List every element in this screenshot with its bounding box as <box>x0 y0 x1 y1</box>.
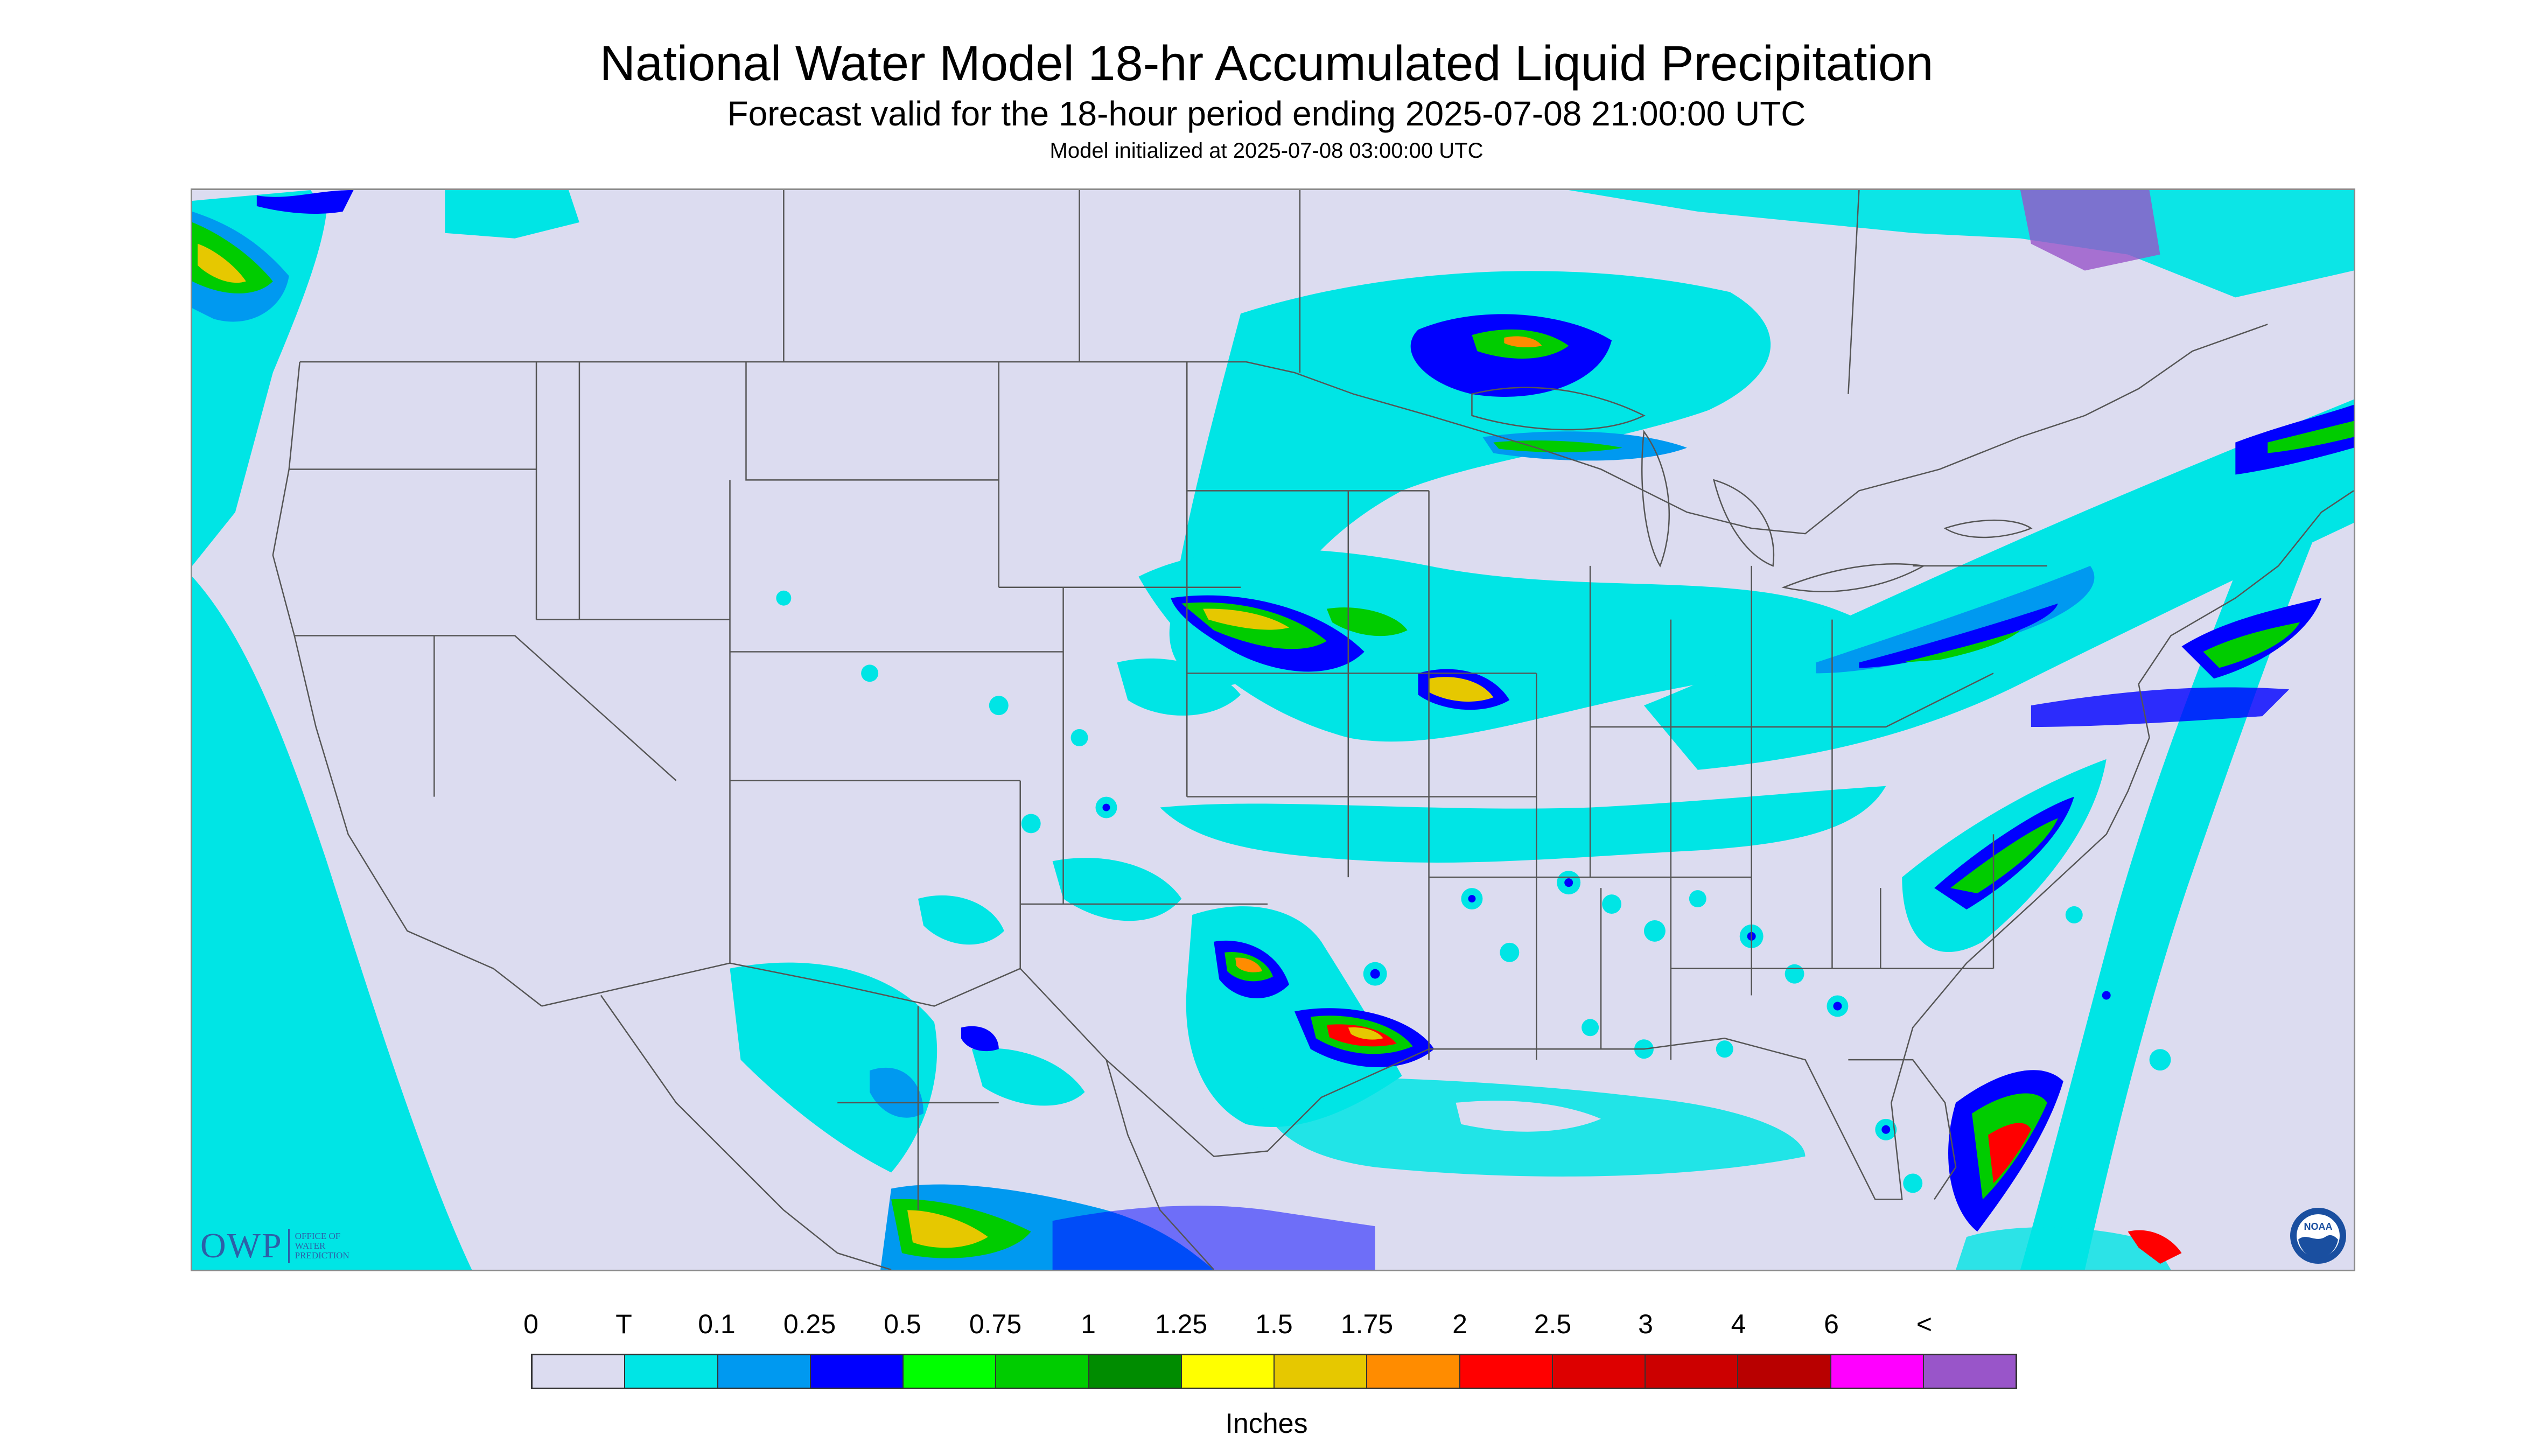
gulf-atlantic-coastline <box>1019 490 2354 1200</box>
map-canvas <box>192 190 2354 1270</box>
owp-logo-divider <box>288 1229 290 1263</box>
scattered-heavy-cells <box>1102 803 2111 1134</box>
legend-tick-label: 1 <box>1081 1309 1096 1339</box>
noaa-logo: NOAA <box>2290 1208 2346 1264</box>
legend-tick-label: 0.1 <box>698 1309 736 1339</box>
legend-tick-labels: 0 T 0.1 0.25 0.5 0.75 1 1.25 1.5 1.75 2 2.5 3 4 6 < <box>523 1308 2017 1346</box>
owp-logo-words: OFFICE OF WATER PREDICTION <box>295 1231 349 1261</box>
legend-swatch <box>1460 1355 1553 1388</box>
legend-tick-label: 3 <box>1638 1309 1653 1339</box>
legend-tick-label: 2.5 <box>1534 1309 1572 1339</box>
owp-logo-letters: OWP <box>200 1226 283 1265</box>
legend-tick-label: 1.25 <box>1154 1309 1208 1339</box>
caribbean-precip <box>1956 1227 2171 1270</box>
hudson-bay-heavy <box>2020 190 2160 271</box>
legend-tick-label: 1.75 <box>1340 1309 1394 1339</box>
color-scale-legend <box>531 1354 2017 1389</box>
legend-swatch <box>810 1355 904 1388</box>
legend-tick-label: 0 <box>523 1309 538 1339</box>
legend-swatch <box>625 1355 718 1388</box>
legend-swatch <box>1552 1355 1646 1388</box>
legend-tick-label: T <box>615 1309 632 1339</box>
legend-tick-label: 4 <box>1731 1309 1746 1339</box>
canada-west-precip <box>445 190 579 239</box>
legend-swatch <box>996 1355 1089 1388</box>
legend-tick-label: 0.75 <box>969 1309 1022 1339</box>
model-init-line: Model initialized at 2025-07-08 03:00:00… <box>1049 139 1484 163</box>
gulf-coast-precip <box>1160 759 2107 1232</box>
legend-swatch <box>533 1355 626 1388</box>
legend-tick-label: 2 <box>1452 1309 1467 1339</box>
central-plains-precip <box>1117 549 1859 742</box>
legend-units-label: Inches <box>1225 1408 1308 1439</box>
legend-swatch <box>1831 1355 1924 1388</box>
precipitation-map <box>191 188 2355 1271</box>
svg-text:NOAA: NOAA <box>2304 1221 2333 1232</box>
legend-tick-label: 0.25 <box>783 1309 836 1339</box>
legend-swatch <box>718 1355 811 1388</box>
us-canada-border <box>299 324 2268 535</box>
southwest-precip <box>730 858 1375 1270</box>
west-ocean-wedge <box>192 576 472 1270</box>
legend-swatch <box>1738 1355 1831 1388</box>
legend-tick-label: < <box>1916 1309 1933 1339</box>
map-title: National Water Model 18-hr Accumulated L… <box>599 36 1934 91</box>
legend-swatch <box>904 1355 997 1388</box>
west-coastline <box>272 361 542 1007</box>
legend-swatch <box>1923 1355 2016 1388</box>
legend-tick-label: 1.5 <box>1255 1309 1293 1339</box>
legend-swatch <box>1367 1355 1460 1388</box>
us-mexico-border <box>541 962 1021 1007</box>
legend-tick-label: 6 <box>1824 1309 1839 1339</box>
legend-tick-label: 0.5 <box>884 1309 921 1339</box>
canada-east-precip <box>1569 190 2354 298</box>
pacific-northwest-precip <box>192 190 354 566</box>
caribbean-heavy-cell <box>2128 1230 2182 1264</box>
legend-swatch <box>1646 1355 1739 1388</box>
forecast-valid-subtitle: Forecast valid for the 18-hour period en… <box>727 94 1806 133</box>
legend-swatch <box>1089 1355 1182 1388</box>
political-boundaries <box>272 190 2354 1270</box>
owp-logo: OWP OFFICE OF WATER PREDICTION <box>200 1226 349 1266</box>
legend-swatch <box>1275 1355 1368 1388</box>
upper-midwest-precip <box>1169 271 1771 687</box>
legend-swatch <box>1181 1355 1275 1388</box>
northeast-precip <box>1643 399 2354 770</box>
